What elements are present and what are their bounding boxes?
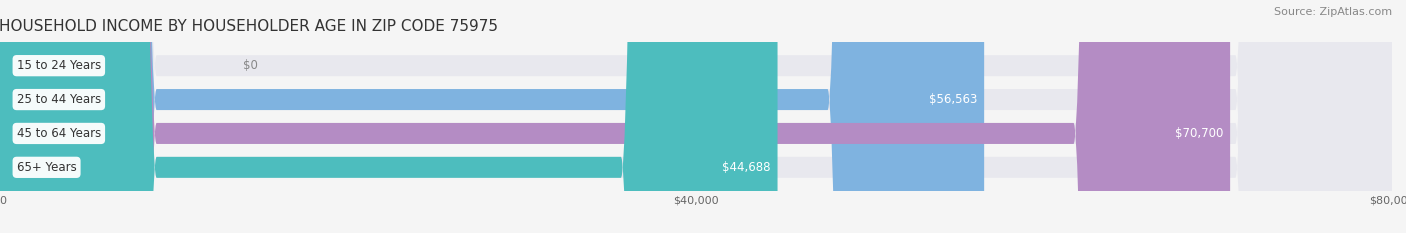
Text: 15 to 24 Years: 15 to 24 Years	[17, 59, 101, 72]
Text: $0: $0	[243, 59, 257, 72]
FancyBboxPatch shape	[0, 0, 1230, 233]
Text: $56,563: $56,563	[929, 93, 977, 106]
Text: HOUSEHOLD INCOME BY HOUSEHOLDER AGE IN ZIP CODE 75975: HOUSEHOLD INCOME BY HOUSEHOLDER AGE IN Z…	[0, 19, 498, 34]
Text: $44,688: $44,688	[723, 161, 770, 174]
Text: 65+ Years: 65+ Years	[17, 161, 76, 174]
Text: 25 to 44 Years: 25 to 44 Years	[17, 93, 101, 106]
Text: $70,700: $70,700	[1175, 127, 1223, 140]
FancyBboxPatch shape	[0, 0, 984, 233]
Text: 45 to 64 Years: 45 to 64 Years	[17, 127, 101, 140]
Text: Source: ZipAtlas.com: Source: ZipAtlas.com	[1274, 7, 1392, 17]
FancyBboxPatch shape	[0, 0, 778, 233]
